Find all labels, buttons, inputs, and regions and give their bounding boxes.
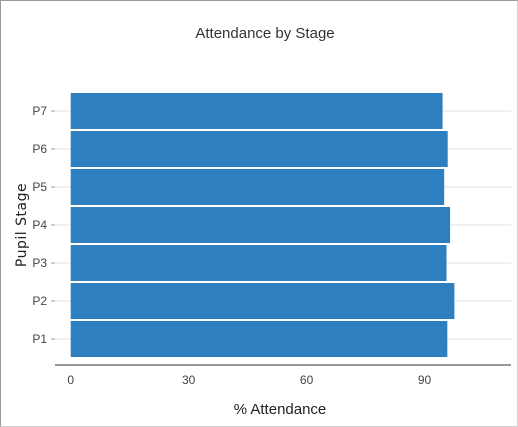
x-tick-label: 90 bbox=[418, 373, 432, 387]
y-tick-label-p1: P1 bbox=[32, 332, 47, 346]
chart-title: Attendance by Stage bbox=[195, 25, 334, 42]
y-tick-label-p3: P3 bbox=[32, 256, 47, 270]
bar-p3[interactable] bbox=[70, 245, 447, 281]
x-tick-label: 0 bbox=[67, 373, 74, 387]
bar-p4[interactable] bbox=[70, 207, 451, 243]
bar-p2[interactable] bbox=[70, 283, 455, 319]
bar-p1[interactable] bbox=[70, 321, 448, 357]
x-tick-label: 60 bbox=[300, 373, 314, 387]
bar-p7[interactable] bbox=[70, 93, 443, 129]
bar-p6[interactable] bbox=[70, 131, 448, 167]
y-tick-label-p2: P2 bbox=[32, 294, 47, 308]
bars bbox=[70, 93, 455, 357]
x-tick-labels: 0 30 60 90 bbox=[67, 373, 431, 387]
x-tick-label: 30 bbox=[182, 373, 196, 387]
y-tick-label-p7: P7 bbox=[32, 104, 47, 118]
bar-p5[interactable] bbox=[70, 169, 445, 205]
y-axis-label: Pupil Stage bbox=[14, 183, 30, 267]
y-tick-label-p5: P5 bbox=[32, 180, 47, 194]
x-axis-label: % Attendance bbox=[234, 401, 327, 418]
y-tick-label-p4: P4 bbox=[32, 218, 47, 232]
y-tick-label-p6: P6 bbox=[32, 142, 47, 156]
y-tick-labels: P1 P2 P3 P4 P5 P6 P7 bbox=[32, 104, 55, 346]
